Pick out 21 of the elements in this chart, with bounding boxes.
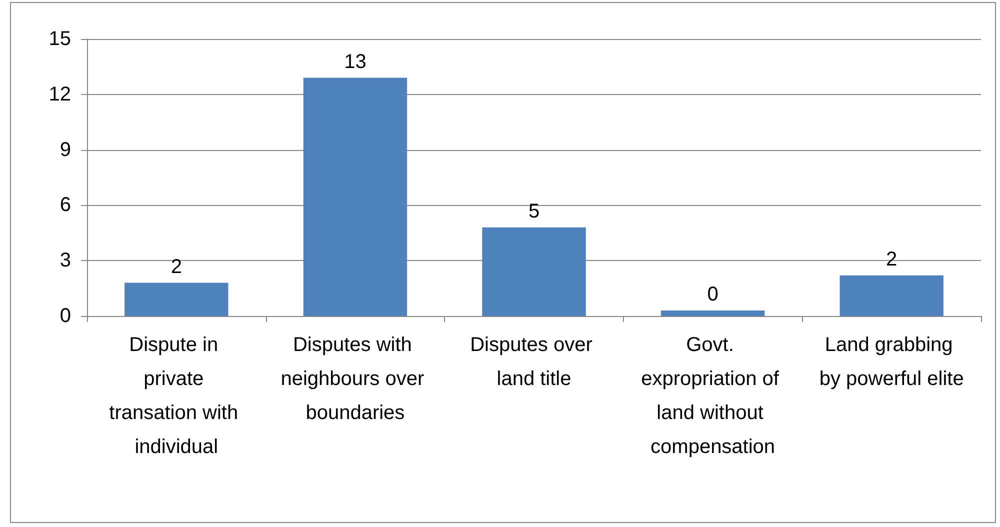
bar <box>660 310 765 316</box>
y-tick-label: 9 <box>60 138 71 161</box>
y-tick-label: 15 <box>48 28 71 50</box>
bar <box>124 282 228 316</box>
y-tick-label: 6 <box>60 194 71 216</box>
x-tick-label: Disputes with neighbours over boundaries <box>280 334 430 424</box>
y-tick-label: 0 <box>60 305 71 327</box>
data-label: 2 <box>886 248 898 270</box>
x-tick-label: Dispute in private transation with individual <box>109 334 244 458</box>
x-tick-label: Land grabbing by powerful elite <box>819 334 964 390</box>
data-label: 13 <box>344 50 366 73</box>
x-tick-label: Govt. expropriation of land without compensation <box>641 334 785 458</box>
y-tick-label: 12 <box>48 83 71 106</box>
y-tick-label: 3 <box>60 250 71 272</box>
data-label: 2 <box>170 256 182 278</box>
data-label: 5 <box>528 200 540 222</box>
bar <box>303 78 408 316</box>
bar <box>482 227 586 316</box>
bar <box>840 275 944 316</box>
x-tick-label: Disputes over land title <box>470 334 598 390</box>
data-label: 0 <box>707 283 718 306</box>
